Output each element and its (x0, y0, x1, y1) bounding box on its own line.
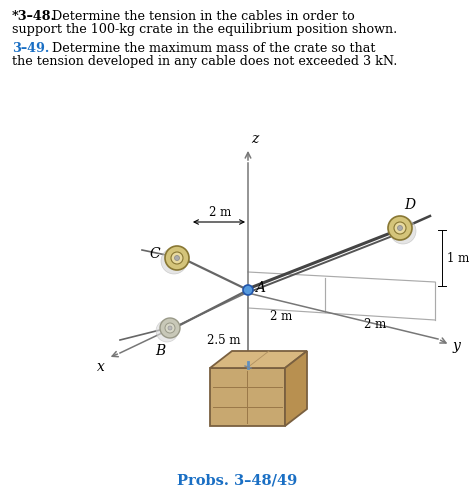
Text: x: x (97, 360, 105, 374)
Circle shape (156, 320, 178, 342)
Circle shape (165, 246, 189, 270)
Text: C: C (149, 247, 160, 261)
Circle shape (161, 248, 187, 274)
Circle shape (243, 285, 253, 295)
Text: 2.5 m: 2.5 m (207, 334, 240, 347)
Circle shape (390, 218, 416, 244)
Text: *3–48.: *3–48. (12, 10, 56, 23)
Text: A: A (255, 281, 265, 295)
Circle shape (160, 318, 180, 338)
Text: support the 100-kg crate in the equilibrium position shown.: support the 100-kg crate in the equilibr… (12, 23, 397, 36)
Circle shape (168, 326, 172, 330)
Circle shape (165, 323, 175, 333)
Text: 1 m: 1 m (447, 252, 469, 265)
Circle shape (171, 252, 183, 264)
Polygon shape (210, 351, 307, 368)
Text: Determine the maximum mass of the crate so that: Determine the maximum mass of the crate … (52, 42, 375, 55)
Polygon shape (210, 368, 285, 426)
Text: 3–49.: 3–49. (12, 42, 49, 55)
Text: 2 m: 2 m (364, 318, 386, 331)
Text: Determine the tension in the cables in order to: Determine the tension in the cables in o… (52, 10, 355, 23)
Circle shape (398, 226, 402, 231)
Text: B: B (155, 344, 165, 358)
Text: D: D (404, 198, 415, 212)
Polygon shape (285, 351, 307, 426)
Circle shape (394, 222, 406, 234)
Text: y: y (453, 339, 461, 353)
Circle shape (174, 255, 180, 260)
Text: z: z (251, 132, 258, 146)
Text: 2 m: 2 m (270, 310, 292, 323)
Text: the tension developed in any cable does not exceeded 3 kN.: the tension developed in any cable does … (12, 55, 397, 68)
Text: Probs. 3–48/49: Probs. 3–48/49 (177, 474, 297, 488)
Circle shape (388, 216, 412, 240)
Text: 2 m: 2 m (210, 206, 232, 219)
